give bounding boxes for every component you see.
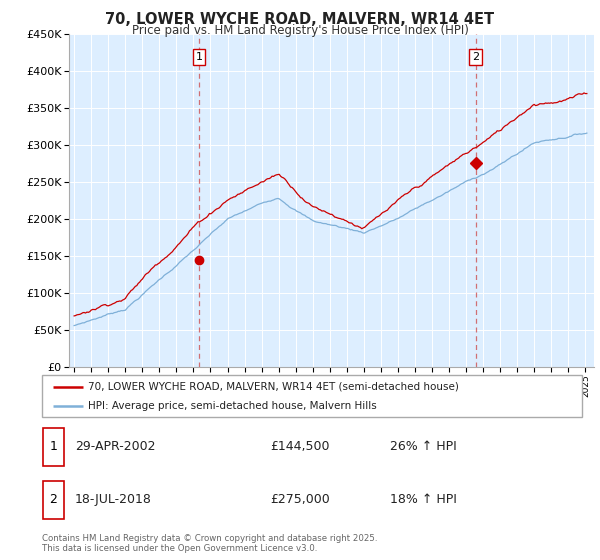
Text: 2: 2 <box>472 52 479 62</box>
Text: Price paid vs. HM Land Registry's House Price Index (HPI): Price paid vs. HM Land Registry's House … <box>131 24 469 37</box>
Text: £144,500: £144,500 <box>270 440 329 453</box>
Text: 18% ↑ HPI: 18% ↑ HPI <box>390 493 457 506</box>
Text: Contains HM Land Registry data © Crown copyright and database right 2025.
This d: Contains HM Land Registry data © Crown c… <box>42 534 377 553</box>
Bar <box>43 480 64 519</box>
Text: 1: 1 <box>49 440 58 453</box>
Text: 1: 1 <box>196 52 203 62</box>
Text: HPI: Average price, semi-detached house, Malvern Hills: HPI: Average price, semi-detached house,… <box>88 401 377 411</box>
Text: 26% ↑ HPI: 26% ↑ HPI <box>390 440 457 453</box>
Text: 70, LOWER WYCHE ROAD, MALVERN, WR14 4ET (semi-detached house): 70, LOWER WYCHE ROAD, MALVERN, WR14 4ET … <box>88 381 459 391</box>
Text: 70, LOWER WYCHE ROAD, MALVERN, WR14 4ET: 70, LOWER WYCHE ROAD, MALVERN, WR14 4ET <box>106 12 494 27</box>
Text: 18-JUL-2018: 18-JUL-2018 <box>75 493 152 506</box>
Text: £275,000: £275,000 <box>270 493 330 506</box>
Bar <box>43 428 64 466</box>
Text: 2: 2 <box>49 493 58 506</box>
Text: 29-APR-2002: 29-APR-2002 <box>75 440 155 453</box>
